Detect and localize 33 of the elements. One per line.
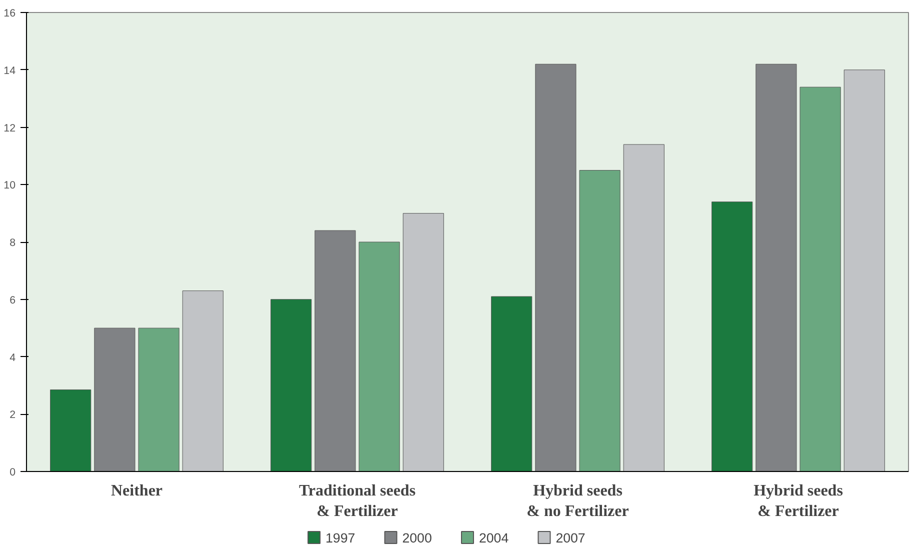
bar bbox=[50, 389, 92, 472]
y-tick-label: 2 bbox=[10, 409, 16, 422]
bar bbox=[535, 64, 576, 472]
x-tick-label: Traditional seeds & Fertilizer bbox=[298, 482, 416, 520]
bar bbox=[314, 230, 356, 472]
y-tick-label: 10 bbox=[4, 180, 16, 192]
x-tick-label: Neither bbox=[110, 482, 163, 500]
y-tick-label: 14 bbox=[4, 64, 16, 77]
bar bbox=[402, 213, 444, 472]
bar bbox=[579, 170, 620, 472]
bar bbox=[712, 202, 753, 472]
legend-label: 2007 bbox=[556, 530, 586, 546]
y-tick-label: 16 bbox=[4, 8, 16, 20]
y-tick-label: 6 bbox=[10, 294, 16, 306]
bar bbox=[138, 328, 180, 472]
y-tick-label: 12 bbox=[4, 122, 16, 134]
bar bbox=[623, 144, 664, 472]
bar bbox=[94, 328, 136, 472]
bar bbox=[270, 299, 312, 472]
bar bbox=[756, 64, 797, 472]
legend-label: 2004 bbox=[478, 530, 510, 546]
y-tick-label: 4 bbox=[10, 352, 16, 364]
legend-label: 1997 bbox=[326, 530, 356, 546]
x-tick-label: Hybrid seeds & no Fertilizer bbox=[526, 482, 629, 520]
bar bbox=[844, 70, 885, 472]
legend-label: 2000 bbox=[402, 530, 432, 546]
bar bbox=[800, 86, 841, 472]
bar bbox=[182, 290, 224, 472]
bar bbox=[358, 242, 400, 472]
x-tick-label: Hybrid seeds & Fertilizer bbox=[754, 482, 843, 520]
y-tick-label: 0 bbox=[10, 466, 16, 478]
bar bbox=[491, 296, 532, 472]
y-tick-label: 8 bbox=[10, 237, 16, 249]
